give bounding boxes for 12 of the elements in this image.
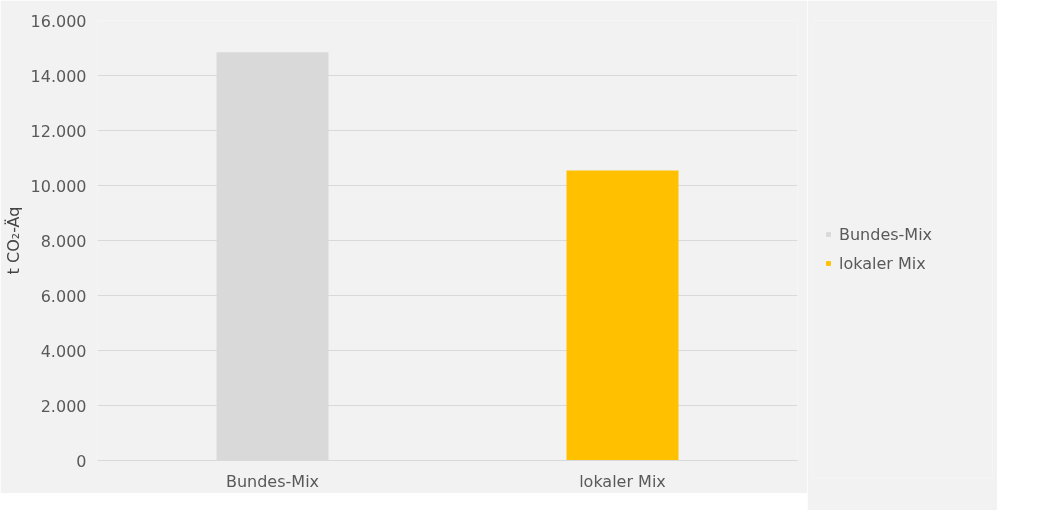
y-tick-label: 6.000 — [40, 286, 87, 306]
y-tick-label: 8.000 — [40, 231, 87, 251]
legend-label: Bundes-Mix — [839, 224, 933, 244]
y-tick-label: 12.000 — [30, 121, 87, 141]
y-axis-title: t CO₂-Äq — [3, 206, 23, 275]
y-tick-label: 4.000 — [40, 341, 87, 361]
y-tick-label: 16.000 — [30, 11, 87, 31]
y-tick-label: 10.000 — [30, 176, 87, 196]
legend-label: lokaler Mix — [839, 253, 926, 273]
y-tick-label: 0 — [76, 451, 87, 471]
y-tick-label: 2.000 — [40, 396, 87, 416]
y-tick-label: 14.000 — [30, 66, 87, 86]
